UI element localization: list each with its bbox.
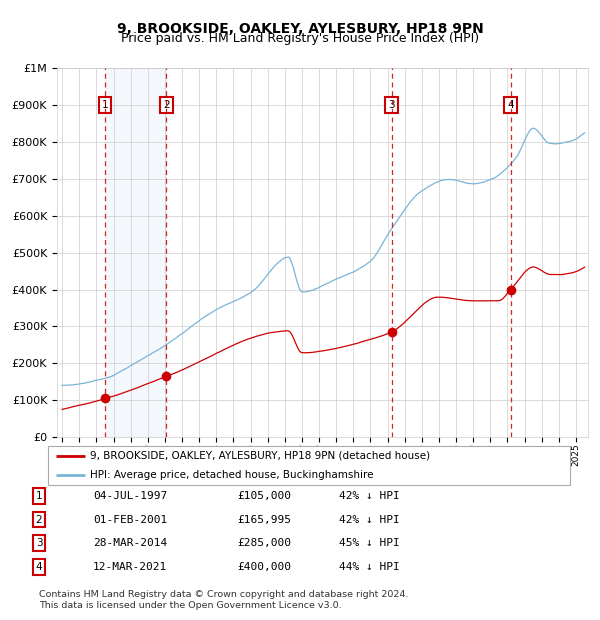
Text: 12-MAR-2021: 12-MAR-2021 [93,562,167,572]
Text: £105,000: £105,000 [237,491,291,501]
Text: 4: 4 [35,562,43,572]
Text: 4: 4 [508,100,514,110]
Text: 3: 3 [388,100,395,110]
Text: £400,000: £400,000 [237,562,291,572]
Text: 2: 2 [163,100,170,110]
Text: 3: 3 [35,538,43,548]
Text: Price paid vs. HM Land Registry's House Price Index (HPI): Price paid vs. HM Land Registry's House … [121,32,479,45]
Text: 2: 2 [35,515,43,525]
Bar [105,68,166,437]
Text: £285,000: £285,000 [237,538,291,548]
Text: 45% ↓ HPI: 45% ↓ HPI [339,538,400,548]
Text: 42% ↓ HPI: 42% ↓ HPI [339,515,400,525]
Text: 44% ↓ HPI: 44% ↓ HPI [339,562,400,572]
Text: 1: 1 [35,491,43,501]
Text: 1: 1 [101,100,108,110]
Text: 01-FEB-2001: 01-FEB-2001 [93,515,167,525]
Text: 04-JUL-1997: 04-JUL-1997 [93,491,167,501]
Text: 9, BROOKSIDE, OAKLEY, AYLESBURY, HP18 9PN (detached house): 9, BROOKSIDE, OAKLEY, AYLESBURY, HP18 9P… [90,451,430,461]
Text: 42% ↓ HPI: 42% ↓ HPI [339,491,400,501]
Text: 28-MAR-2014: 28-MAR-2014 [93,538,167,548]
Text: £165,995: £165,995 [237,515,291,525]
Text: HPI: Average price, detached house, Buckinghamshire: HPI: Average price, detached house, Buck… [90,471,373,480]
Text: 9, BROOKSIDE, OAKLEY, AYLESBURY, HP18 9PN: 9, BROOKSIDE, OAKLEY, AYLESBURY, HP18 9P… [116,22,484,36]
Text: Contains HM Land Registry data © Crown copyright and database right 2024.
This d: Contains HM Land Registry data © Crown c… [39,590,409,609]
